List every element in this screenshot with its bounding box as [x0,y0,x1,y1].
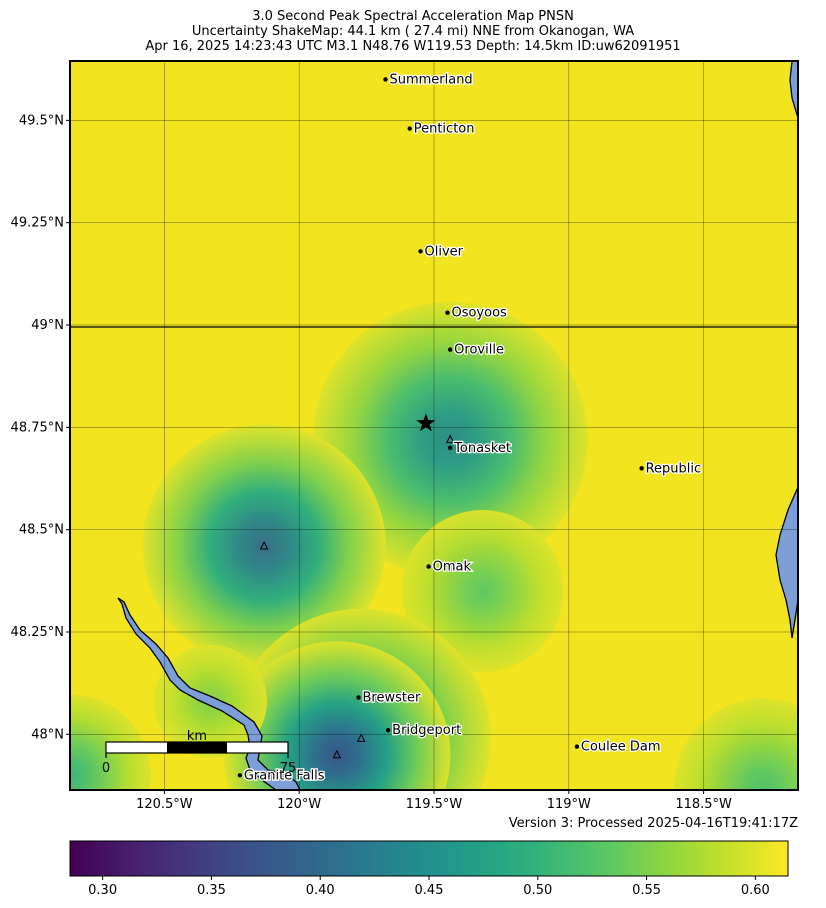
colorbar-tick-label: 0.50 [523,883,552,898]
city-label: Republic [646,461,702,476]
city-label: Penticton [414,122,475,137]
map-title: 3.0 Second Peak Spectral Acceleration Ma… [252,9,574,24]
event-info: Apr 16, 2025 14:23:43 UTC M3.1 N48.76 W1… [145,39,681,54]
lat-tick-label: 48.5°N [19,523,64,538]
city-label: Tonasket [453,441,511,456]
colorbar-tick-label: 0.45 [415,883,444,898]
city-penticton: Penticton [407,120,476,138]
okanagan-lake-edge [789,61,798,119]
city-label: Oliver [425,244,464,259]
seismic-stations [259,434,455,759]
city-label: Brewster [363,690,421,705]
city-label: Summerland [389,72,472,87]
colorbar [69,840,789,877]
epicenter-star-icon [416,413,436,432]
city-label: Osoyoos [451,306,507,321]
city-granite-falls: Granite Falls [237,767,326,785]
lon-tick-label: 120°W [277,797,321,812]
city-oliver: Oliver [418,243,465,261]
city-markers: Summerland Penticton Oliver Osoyoos Oroville… [237,71,702,785]
city-coulee-dam: Coulee Dam [574,738,662,756]
city-label: Granite Falls [244,768,325,783]
eastern-reservoir [775,486,798,639]
uncertainty-contours [70,301,798,790]
colorbar-ticks: 0.30 0.35 0.40 0.45 0.50 0.55 0.60 [88,876,770,898]
colorbar-tick-label: 0.60 [741,883,770,898]
city-label: Omak [433,560,472,575]
uncertainty-low [142,424,386,668]
city-tonasket: Tonasket [447,440,512,457]
scale-bar-min: 0 [102,761,110,776]
lat-tick-label: 48°N [31,727,64,742]
colorbar-tick-label: 0.35 [197,883,226,898]
version-label: Version 3: Processed 2025-04-16T19:41:17… [508,816,798,831]
city-label: Oroville [454,343,504,358]
lat-tick-label: 49.5°N [19,113,64,128]
uncertainty-low [401,510,564,673]
uncertainty-low [312,301,588,578]
scale-bar-max: 75 [280,761,297,776]
city-summerland: Summerland [383,71,474,89]
scale-bar-unit: km [187,729,207,744]
station-triangle-icon [332,749,342,759]
city-osoyoos: Osoyoos [445,304,508,322]
lat-lon-grid [70,61,798,790]
city-oroville: Oroville [447,341,505,359]
lon-tick-label: 119.5°W [406,797,463,812]
axis-ticks: 49.5°N 49.25°N 49°N 48.75°N 48.5°N 48.25°N 48°… [11,113,733,812]
lon-tick-label: 119°W [547,797,591,812]
city-brewster: Brewster [356,689,422,707]
station-triangle-icon [259,540,269,550]
lon-tick-label: 120.5°W [136,797,193,812]
map-area: Summerland Penticton Oliver Osoyoos Oroville… [70,61,798,790]
map-subtitle: Uncertainty ShakeMap: 44.1 km ( 27.4 mi)… [191,24,635,39]
station-triangle-icon [445,434,455,444]
city-omak: Omak [426,558,473,576]
city-republic: Republic [639,460,702,478]
colorbar-tick-label: 0.40 [306,883,335,898]
lat-tick-label: 49°N [31,318,64,333]
uncertainty-low [673,698,798,790]
lat-tick-label: 48.25°N [11,625,64,640]
colorbar-tick-label: 0.55 [632,883,661,898]
lon-tick-label: 118.5°W [675,797,732,812]
city-label: Coulee Dam [581,740,661,755]
scale-bar: km 0 75 [102,729,296,776]
colorbar-tick-label: 0.30 [88,883,117,898]
city-bridgeport: Bridgeport [385,722,462,739]
lat-tick-label: 48.75°N [11,420,64,435]
epicenter-star [416,413,436,432]
station-triangle-icon [356,733,366,742]
lat-tick-label: 49.25°N [11,216,64,231]
city-label: Bridgeport [392,723,461,738]
